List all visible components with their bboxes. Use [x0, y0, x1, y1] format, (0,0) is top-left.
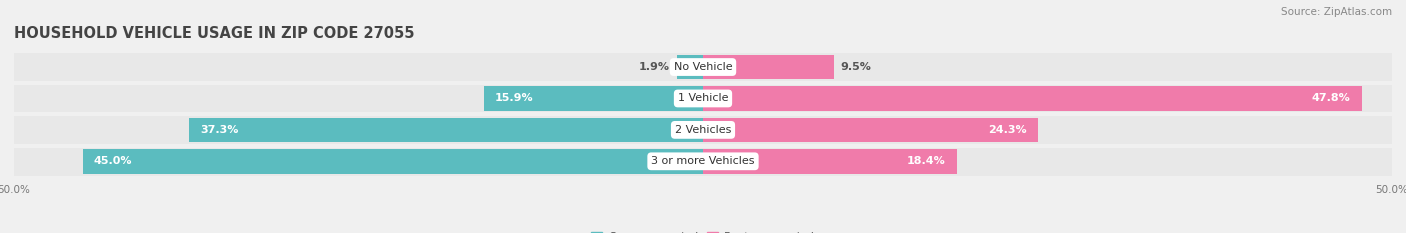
Text: 24.3%: 24.3%: [988, 125, 1026, 135]
Bar: [14, 115, 1392, 144]
Text: 2 Vehicles: 2 Vehicles: [675, 125, 731, 135]
Text: No Vehicle: No Vehicle: [673, 62, 733, 72]
Bar: [703, 149, 956, 174]
Text: 47.8%: 47.8%: [1312, 93, 1351, 103]
Text: HOUSEHOLD VEHICLE USAGE IN ZIP CODE 27055: HOUSEHOLD VEHICLE USAGE IN ZIP CODE 2705…: [14, 26, 415, 41]
Text: 18.4%: 18.4%: [907, 156, 945, 166]
Bar: [484, 86, 703, 111]
Bar: [703, 55, 834, 79]
Text: 1.9%: 1.9%: [638, 62, 669, 72]
Text: 9.5%: 9.5%: [841, 62, 872, 72]
Text: 37.3%: 37.3%: [200, 125, 239, 135]
Bar: [676, 55, 703, 79]
Text: 15.9%: 15.9%: [495, 93, 533, 103]
Text: 45.0%: 45.0%: [94, 156, 132, 166]
Text: 3 or more Vehicles: 3 or more Vehicles: [651, 156, 755, 166]
Text: 1 Vehicle: 1 Vehicle: [678, 93, 728, 103]
Bar: [14, 84, 1392, 113]
Bar: [83, 149, 703, 174]
Bar: [14, 53, 1392, 82]
Text: Source: ZipAtlas.com: Source: ZipAtlas.com: [1281, 7, 1392, 17]
Bar: [703, 118, 1038, 142]
Bar: [188, 118, 703, 142]
Legend: Owner-occupied, Renter-occupied: Owner-occupied, Renter-occupied: [586, 227, 820, 233]
Bar: [14, 147, 1392, 176]
Bar: [703, 86, 1361, 111]
